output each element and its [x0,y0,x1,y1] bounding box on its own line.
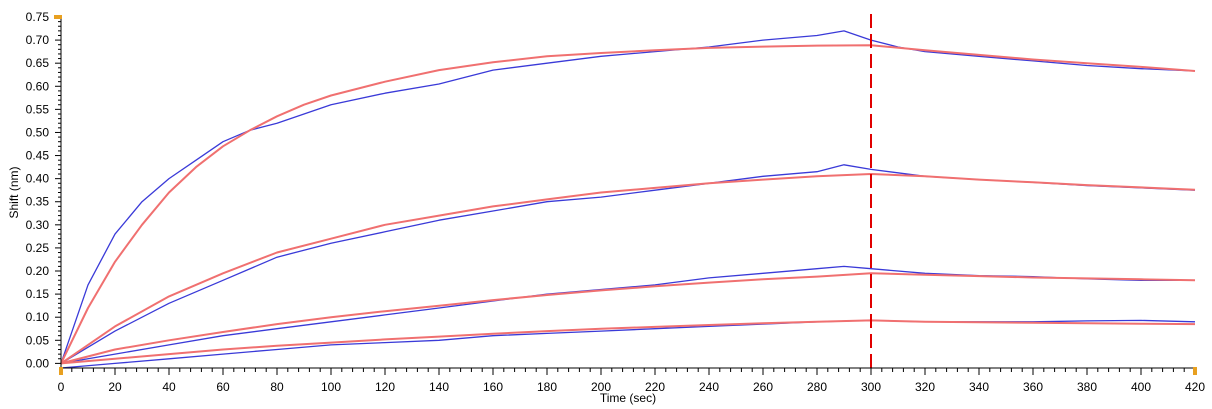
y-tick-label: 0.20 [26,264,50,278]
x-axis-end-marker [1193,367,1197,375]
x-tick-label: 20 [108,380,122,394]
y-axis-top-marker [54,15,62,19]
fit-curve-5 [60,272,1196,365]
x-tick-label: 180 [537,380,557,394]
x-tick-label: 360 [1023,380,1043,394]
y-tick-label: 0.00 [26,356,50,370]
x-tick-label: 140 [429,380,449,394]
x-tick-label: 260 [753,380,773,394]
x-tick-label: 240 [699,380,719,394]
fit-curve-7 [60,319,1196,365]
measured-curve-2 [60,164,1196,364]
y-tick-label: 0.05 [26,333,50,347]
x-axis-start-marker [59,367,63,375]
axes [60,17,1195,369]
y-tick-label: 0.25 [26,241,50,255]
y-tick-label: 0.65 [26,56,50,70]
x-tick-label: 420 [1185,380,1205,394]
y-tick-label: 0.40 [26,172,50,186]
x-ticks: 0 20 40 60 80 100 120 140 160 180 200 220 240 260 280 3… [58,367,1205,394]
fit-curve-3 [60,173,1196,365]
y-tick-label: 0.70 [26,33,50,47]
measured-curve-0 [60,30,1196,364]
x-tick-label: 280 [807,380,827,394]
y-tick-label: 0.30 [26,218,50,232]
x-tick-label: 160 [483,380,503,394]
x-tick-label: 380 [1077,380,1097,394]
x-tick-label: 340 [969,380,989,394]
y-tick-label: 0.50 [26,125,50,139]
x-axis-title: Time (sec) [600,391,656,405]
y-tick-label: 0.45 [26,149,50,163]
x-tick-label: 400 [1131,380,1151,394]
plot-series [60,30,1196,369]
x-tick-label: 0 [58,380,65,394]
y-tick-label: 0.15 [26,287,50,301]
x-tick-label: 120 [375,380,395,394]
x-tick-label: 320 [915,380,935,394]
x-tick-label: 80 [270,380,284,394]
x-tick-label: 60 [216,380,230,394]
y-tick-label: 0.75 [26,10,50,24]
x-tick-label: 300 [861,380,881,394]
y-tick-label: 0.10 [26,310,50,324]
fit-curve-1 [60,44,1196,364]
y-tick-label: 0.35 [26,195,50,209]
y-tick-label: 0.55 [26,102,50,116]
x-tick-label: 40 [162,380,176,394]
x-tick-label: 100 [321,380,341,394]
y-axis-title: Shift (nm) [7,166,21,218]
x-tick-label: 200 [591,380,611,394]
y-ticks: 0.00 0.05 0.10 0.15 0.20 0.25 0.30 0.35 0.40 0.45… [26,10,62,370]
y-tick-label: 0.60 [26,79,50,93]
x-tick-label: 220 [645,380,665,394]
